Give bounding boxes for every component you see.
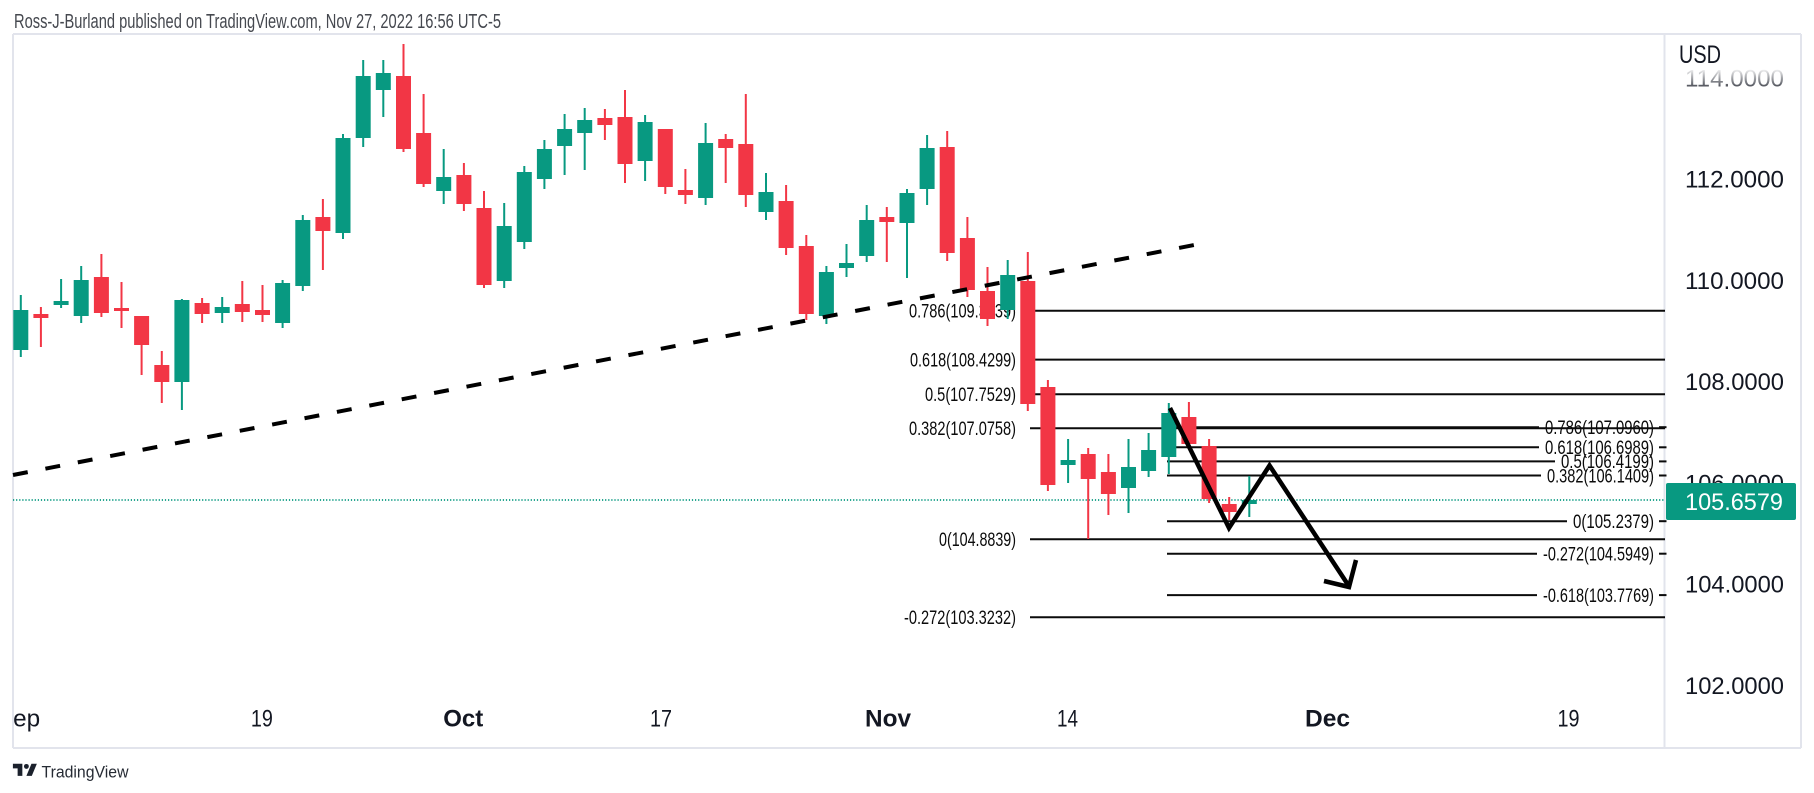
svg-text:TradingView: TradingView	[42, 763, 130, 782]
svg-text:19: 19	[251, 706, 273, 733]
svg-text:17: 17	[650, 706, 672, 733]
svg-text:19: 19	[1558, 706, 1580, 733]
svg-text:Ross-J-Burland published on Tr: Ross-J-Burland published on TradingView.…	[14, 11, 501, 33]
svg-text:102.0000: 102.0000	[1685, 673, 1784, 700]
svg-text:105.6579: 105.6579	[1685, 489, 1783, 516]
svg-text:Oct: Oct	[443, 706, 483, 733]
svg-text:0.786(109.3939): 0.786(109.3939)	[909, 302, 1016, 323]
svg-text:0.5(106.4199): 0.5(106.4199)	[1561, 452, 1654, 473]
svg-text:0(105.2379): 0(105.2379)	[1573, 512, 1654, 533]
svg-text:USD: USD	[1679, 41, 1721, 69]
svg-text:14: 14	[1057, 706, 1078, 733]
svg-text:0.618(108.4299): 0.618(108.4299)	[910, 350, 1016, 371]
svg-text:-0.618(103.7769): -0.618(103.7769)	[1543, 586, 1654, 607]
svg-text:0.5(107.7529): 0.5(107.7529)	[925, 385, 1016, 406]
svg-text:114.0000: 114.0000	[1685, 65, 1784, 92]
svg-text:0.618(106.6989): 0.618(106.6989)	[1545, 438, 1654, 459]
svg-text:108.0000: 108.0000	[1685, 369, 1784, 396]
svg-text:ep: ep	[13, 706, 40, 733]
svg-text:0.382(106.1409): 0.382(106.1409)	[1547, 466, 1654, 487]
svg-text:-0.272(103.3232): -0.272(103.3232)	[904, 608, 1016, 629]
svg-text:-0.272(104.5949): -0.272(104.5949)	[1543, 545, 1654, 566]
svg-text:112.0000: 112.0000	[1685, 167, 1784, 194]
svg-text:Dec: Dec	[1305, 706, 1350, 733]
svg-text:0.382(107.0758): 0.382(107.0758)	[909, 419, 1016, 440]
svg-text:0(104.8839): 0(104.8839)	[939, 530, 1016, 551]
svg-text:Nov: Nov	[865, 706, 912, 733]
svg-text:104.0000: 104.0000	[1685, 572, 1784, 599]
svg-text:110.0000: 110.0000	[1685, 268, 1784, 295]
